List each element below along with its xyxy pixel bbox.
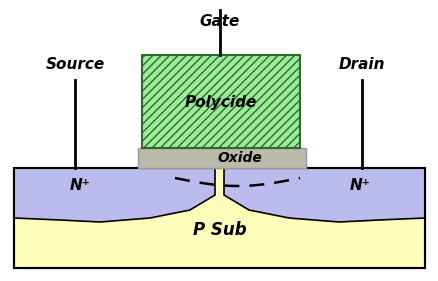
Text: Oxide: Oxide <box>217 151 262 165</box>
Bar <box>14 168 424 268</box>
Text: P Sub: P Sub <box>193 221 246 239</box>
Bar <box>141 55 299 148</box>
Polygon shape <box>223 168 424 222</box>
Text: N⁺: N⁺ <box>349 178 370 192</box>
Polygon shape <box>14 168 215 222</box>
Text: N⁺: N⁺ <box>70 178 90 192</box>
Bar <box>138 148 305 168</box>
Text: Gate: Gate <box>199 14 240 29</box>
Bar <box>14 168 424 268</box>
Text: Polycide: Polycide <box>184 94 257 110</box>
Text: Source: Source <box>45 57 104 72</box>
Text: Drain: Drain <box>338 57 385 72</box>
